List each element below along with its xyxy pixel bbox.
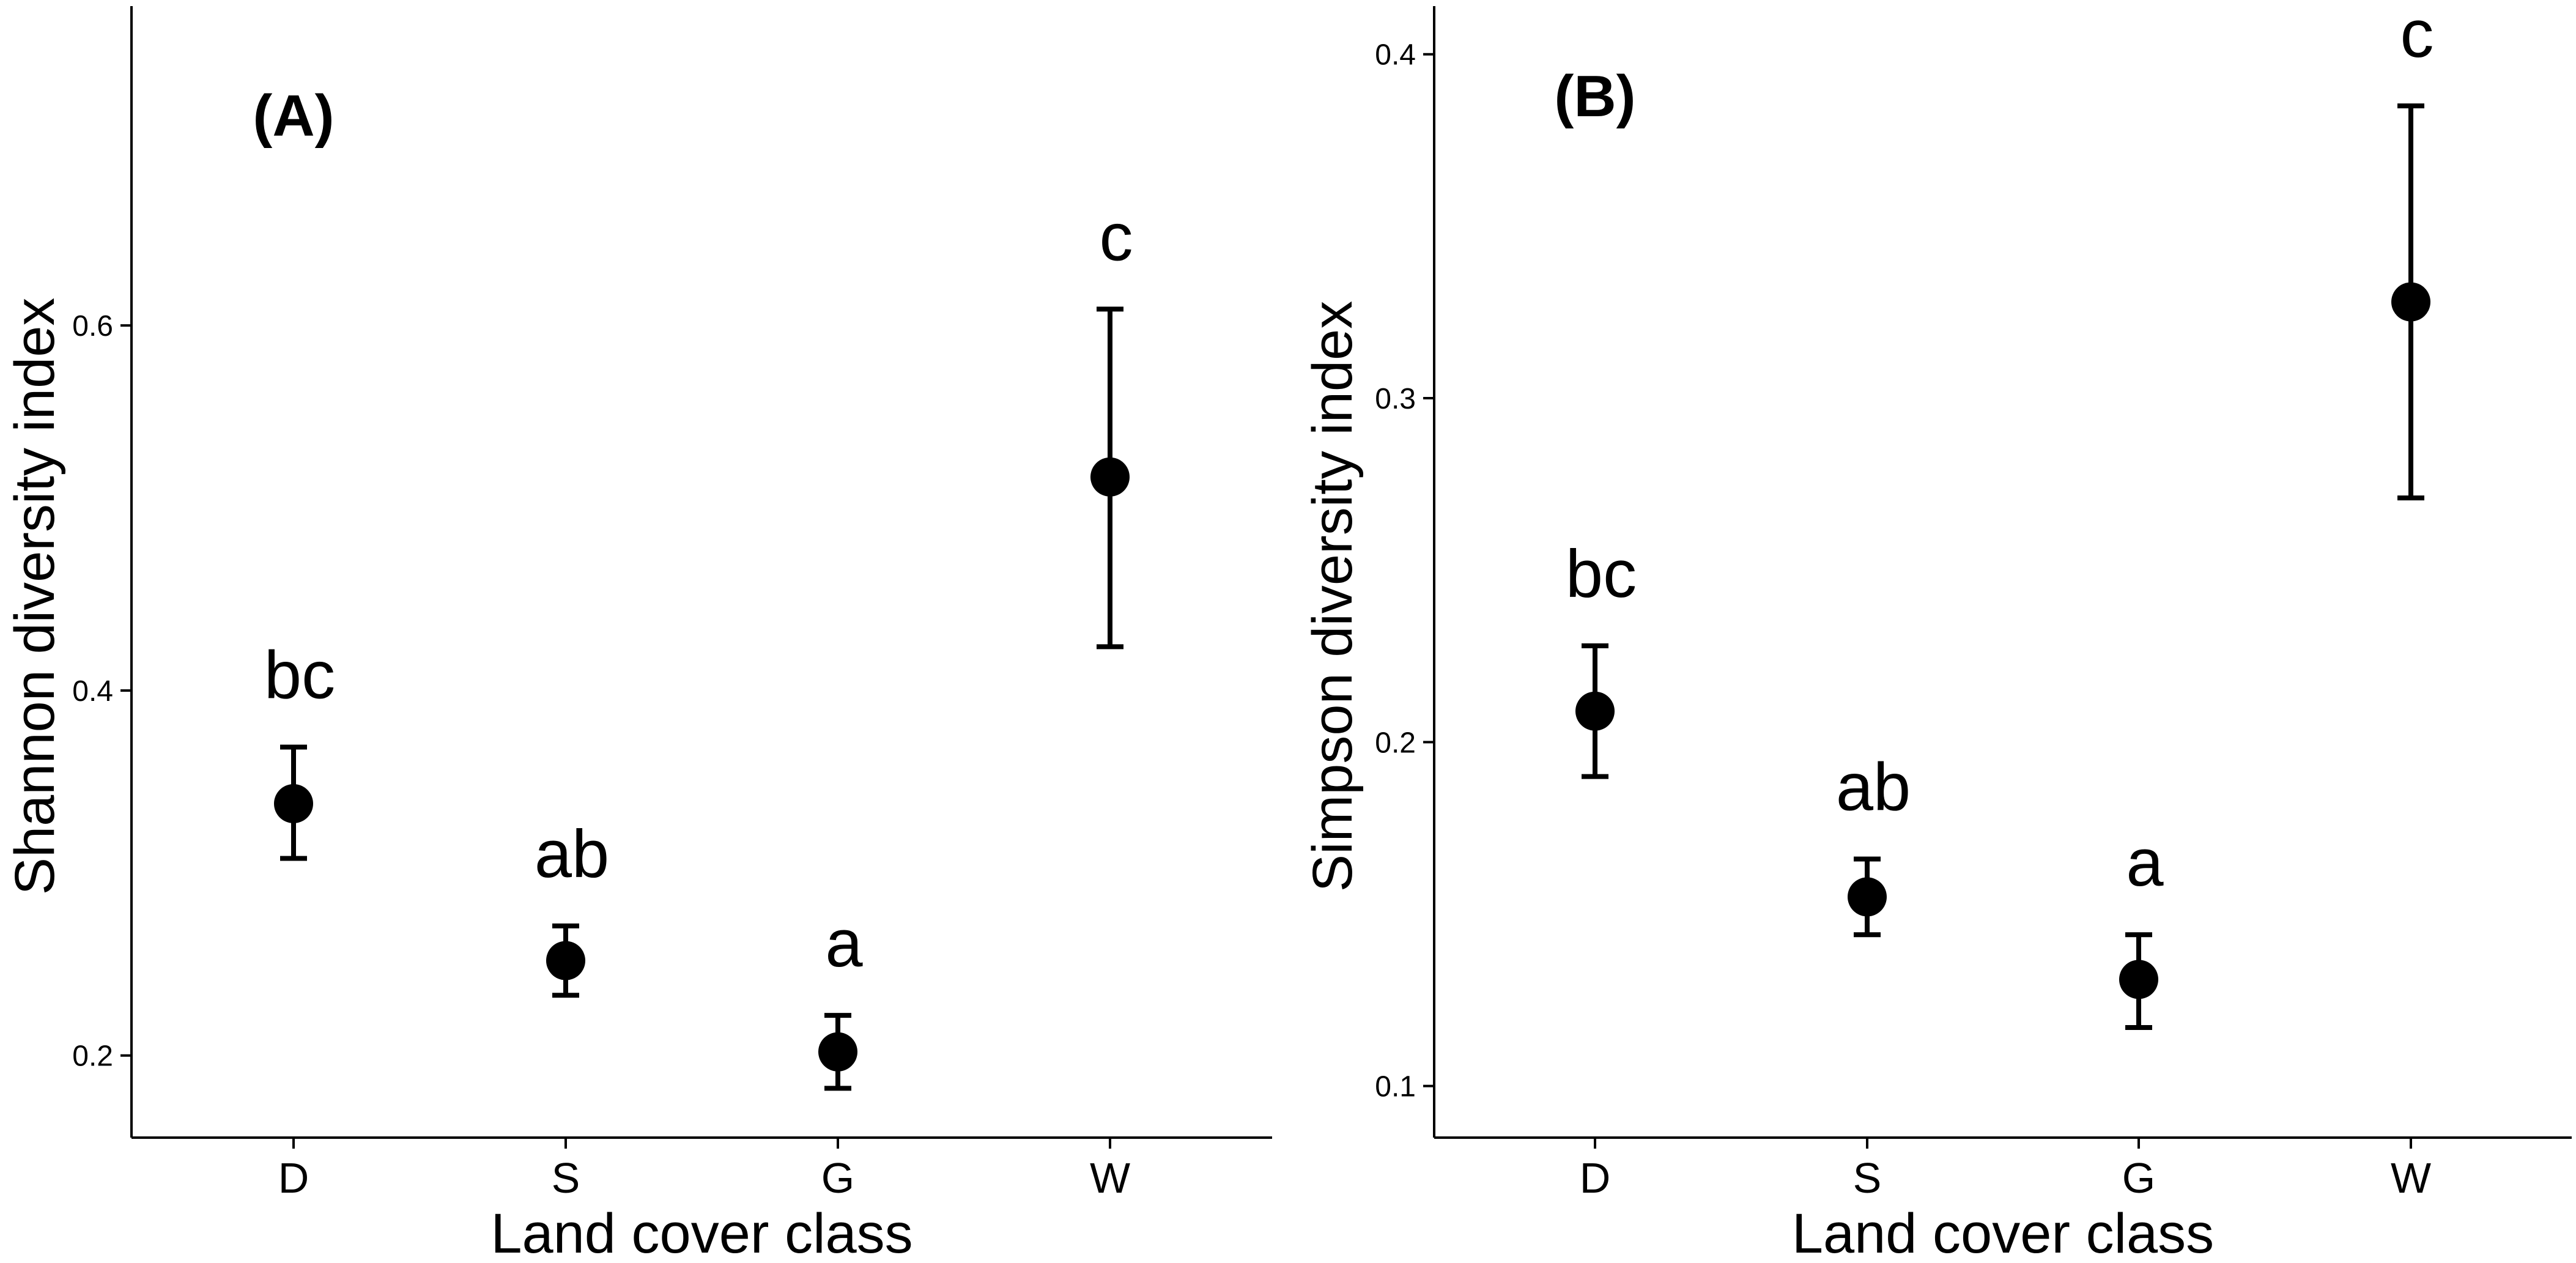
panel-a-y-tick-label: 0.2 xyxy=(72,1040,113,1073)
panel-a-significance-letter: a xyxy=(825,906,863,981)
panel-b-y-tick-label: 0.3 xyxy=(1375,383,1416,415)
panel-a-significance-letter: ab xyxy=(535,817,609,892)
panel-a-y-tick-label: 0.4 xyxy=(72,675,113,708)
panel-a-y-tick-label: 0.6 xyxy=(72,310,113,343)
panel-b-y-tick-label: 0.1 xyxy=(1375,1071,1416,1103)
panel-b-y-axis-title: Simpson diversity index xyxy=(1301,301,1364,892)
panel-b-x-tick-label: S xyxy=(1853,1154,1882,1202)
panel-b-x-axis-title: Land cover class xyxy=(1792,1202,2214,1263)
panel-b-significance-letter: c xyxy=(2400,0,2434,72)
panel-a-point xyxy=(1090,457,1130,497)
panel-b-x-tick-label: G xyxy=(2122,1154,2155,1202)
panel-a-x-axis-title: Land cover class xyxy=(490,1202,912,1263)
panel-b-y-tick-label: 0.2 xyxy=(1375,727,1416,759)
panel-b-point xyxy=(1575,691,1615,731)
panel-b-y-tick-label: 0.4 xyxy=(1375,39,1416,72)
panel-b-point xyxy=(2391,282,2430,322)
panel-a-panel-label: (A) xyxy=(253,83,334,149)
panel-a-significance-letter: bc xyxy=(264,637,335,713)
panel-b-significance-letter: bc xyxy=(1566,536,1637,612)
panel-a-point xyxy=(546,941,585,980)
panel-b-panel-label: (B) xyxy=(1554,64,1635,129)
panel-a-x-tick-label: S xyxy=(552,1154,580,1202)
panel-b-x-tick-label: W xyxy=(2391,1154,2431,1202)
panel-a-point xyxy=(274,783,313,823)
panel-a-point xyxy=(818,1032,857,1072)
panel-a-x-tick-label: W xyxy=(1090,1154,1130,1202)
panel-b-significance-letter: ab xyxy=(1836,750,1911,825)
panel-a-x-tick-label: G xyxy=(821,1154,854,1202)
panel-a-y-axis-title: Shannon diversity index xyxy=(4,298,66,895)
panel-b-x-tick-label: D xyxy=(1580,1154,1611,1202)
panel-b-point xyxy=(2119,960,2158,999)
panel-b-significance-letter: a xyxy=(2126,825,2164,900)
panel-b-point xyxy=(1848,877,1887,917)
panel-a-x-tick-label: D xyxy=(278,1154,309,1202)
panel-a-significance-letter: c xyxy=(1100,199,1133,275)
